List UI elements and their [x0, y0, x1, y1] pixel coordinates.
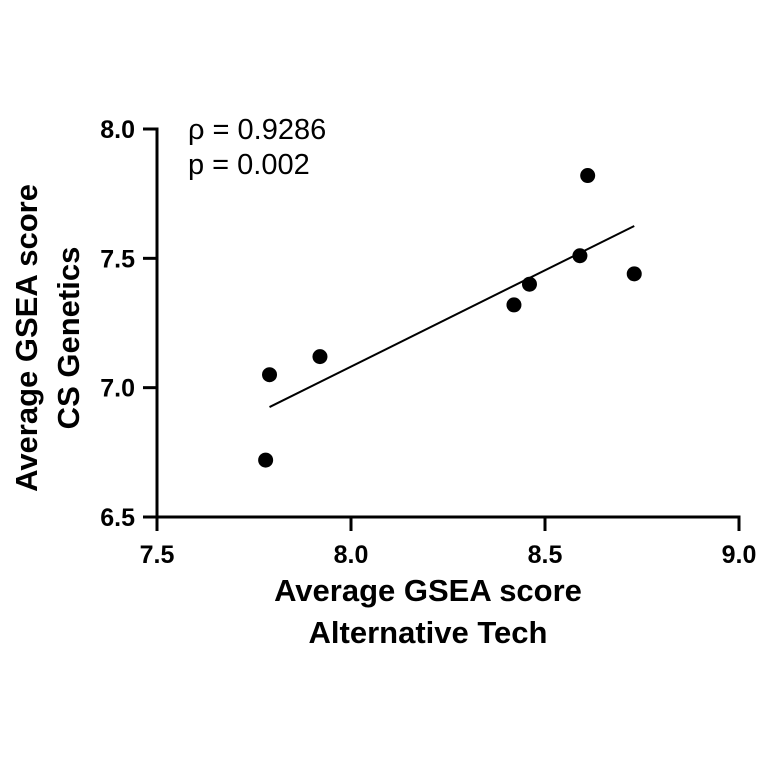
axes — [155, 127, 741, 519]
rho-annotation: ρ = 0.9286 — [188, 114, 326, 146]
y-axis-title-line: CS Genetics — [51, 247, 86, 430]
data-point — [626, 266, 642, 282]
data-point — [572, 248, 588, 264]
x-tick-label: 7.5 — [140, 541, 175, 569]
x-axis-title-line: Alternative Tech — [309, 615, 548, 650]
data-point — [580, 168, 596, 184]
y-tick-label: 6.5 — [100, 504, 135, 532]
y-tick-label: 8.0 — [100, 116, 135, 144]
x-tick-label: 8.5 — [528, 541, 563, 569]
x-tick-label: 9.0 — [722, 541, 757, 569]
y-tick-label: 7.0 — [100, 375, 135, 403]
p-value-annotation: p = 0.002 — [188, 149, 310, 181]
data-point — [312, 349, 328, 365]
data-point — [506, 297, 522, 313]
data-point — [521, 276, 537, 292]
axis-titles: Average GSEA score Alternative Tech Averag… — [9, 184, 582, 650]
data-points — [258, 168, 642, 468]
ticks: 6.5 7.0 7.5 8.0 7.5 8.0 8.5 9.0 — [100, 116, 756, 569]
data-point — [258, 452, 274, 468]
x-tick-label: 8.0 — [334, 541, 369, 569]
x-axis-title-line: Average GSEA score — [274, 573, 582, 608]
data-point — [262, 367, 278, 383]
y-tick-label: 7.5 — [100, 245, 135, 273]
y-axis-title-line: Average GSEA score — [9, 184, 44, 492]
